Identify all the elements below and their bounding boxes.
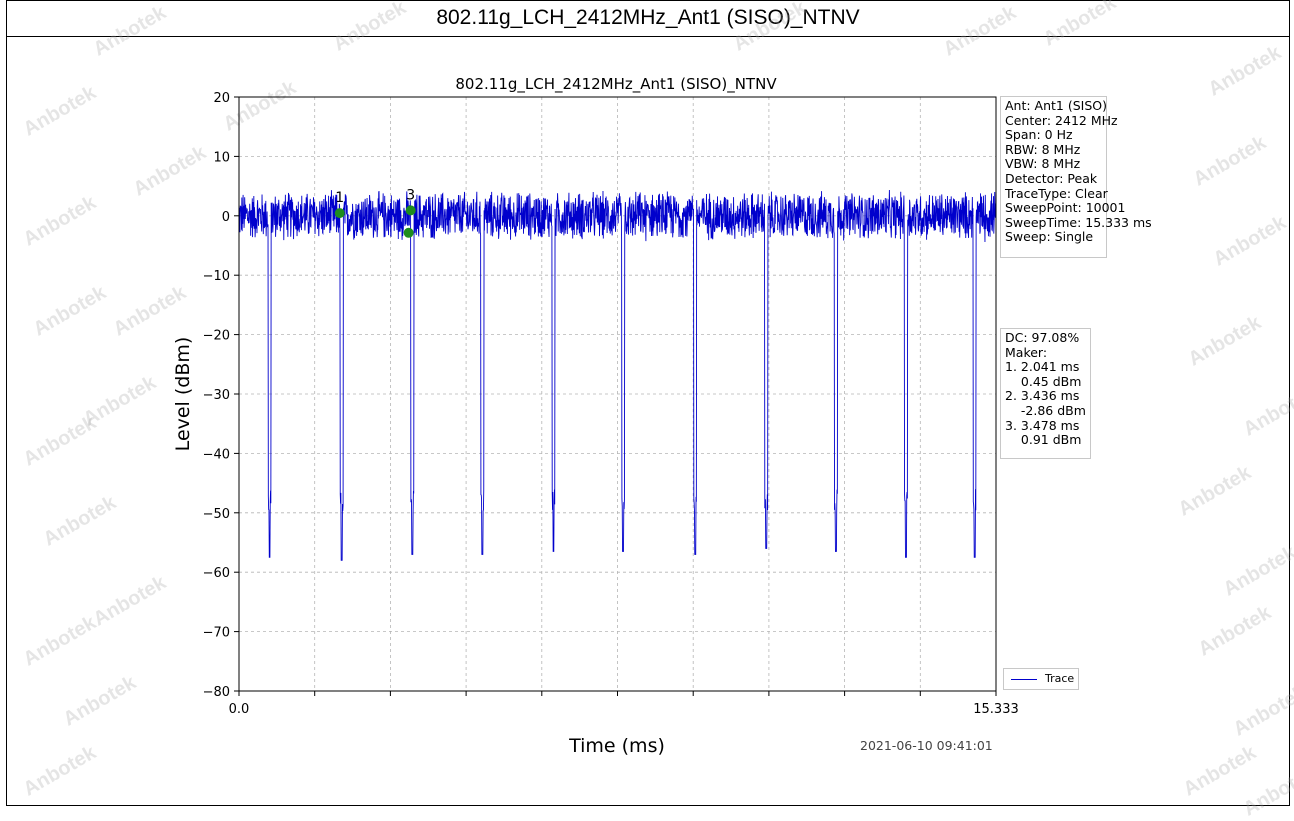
trace-line (238, 189, 997, 561)
y-tick-label: −50 (203, 507, 230, 522)
x-tick-label: 15.333 (973, 702, 1019, 717)
marker-point (405, 205, 416, 216)
marker-info-line: Maker: (1005, 344, 1048, 360)
settings-line: Center: 2412 MHz (1005, 112, 1118, 128)
marker-info-line: DC: 97.08% (1005, 330, 1080, 345)
marker-point (403, 227, 414, 238)
y-axis-label: Level (dBm) (172, 337, 194, 452)
settings-line: Ant: Ant1 (SISO) (1005, 98, 1108, 113)
y-tick-label: −80 (203, 685, 230, 700)
grid-lines (239, 97, 996, 691)
settings-line: SweepTime: 15.333 ms (1005, 214, 1152, 230)
settings-line: Sweep: Single (1005, 229, 1094, 245)
settings-line: TraceType: Clear (1005, 185, 1108, 201)
legend-line-swatch (1011, 679, 1037, 680)
y-tick-label: −40 (203, 447, 230, 462)
y-tick-label: 10 (213, 150, 230, 165)
marker-info-line: 3. 3.478 ms (1005, 417, 1080, 433)
y-tick-label: −30 (203, 388, 230, 403)
marker-label: 3 (406, 187, 415, 203)
marker-info-line: 0.91 dBm (1005, 432, 1082, 448)
y-tick-label: −70 (203, 626, 230, 641)
marker-info-line: 2. 3.436 ms (1005, 388, 1080, 404)
settings-line: Span: 0 Hz (1005, 127, 1073, 143)
marker-info-box: DC: 97.08% Maker: 1. 2.041 ms 0.45 dBm 2. 3… (1000, 328, 1091, 459)
y-axis: 20 10 0 −10 −20 −30 −40 −50 −60 −70 −80 (203, 91, 239, 700)
marker-info-line: 1. 2.041 ms (1005, 359, 1080, 375)
y-tick-label: −60 (203, 566, 230, 581)
timestamp: 2021-06-10 09:41:01 (860, 738, 993, 753)
settings-line: SweepPoint: 10001 (1005, 200, 1126, 216)
y-tick-label: −10 (203, 269, 230, 284)
settings-line: VBW: 8 MHz (1005, 156, 1081, 172)
settings-line: RBW: 8 MHz (1005, 141, 1081, 157)
marker-info-line: 0.45 dBm (1005, 373, 1082, 389)
settings-info-box: Ant: Ant1 (SISO) Center: 2412 MHz Span: 0 … (1000, 96, 1152, 258)
page-title: 802.11g_LCH_2412MHz_Ant1 (SISO)_NTNV (7, 1, 1289, 37)
marker-point (334, 208, 345, 219)
marker-label: 1 (335, 190, 344, 206)
y-tick-label: 20 (213, 91, 230, 106)
y-tick-label: 0 (222, 210, 230, 225)
legend-label: Trace (1045, 672, 1075, 685)
settings-line: Detector: Peak (1005, 170, 1098, 186)
chart-title: 802.11g_LCH_2412MHz_Ant1 (SISO)_NTNV (455, 75, 777, 94)
x-tick-label: 0.0 (229, 702, 250, 717)
marker-info-line: -2.86 dBm (1005, 402, 1086, 418)
x-axis: 0.0 15.333 (229, 691, 1019, 717)
y-tick-label: −20 (203, 329, 230, 344)
chart-legend: Trace (1003, 668, 1079, 690)
report-frame: 802.11g_LCH_2412MHz_Ant1 (SISO)_NTNV (6, 0, 1290, 806)
trace-series (238, 189, 997, 561)
x-axis-label: Time (ms) (568, 735, 665, 757)
